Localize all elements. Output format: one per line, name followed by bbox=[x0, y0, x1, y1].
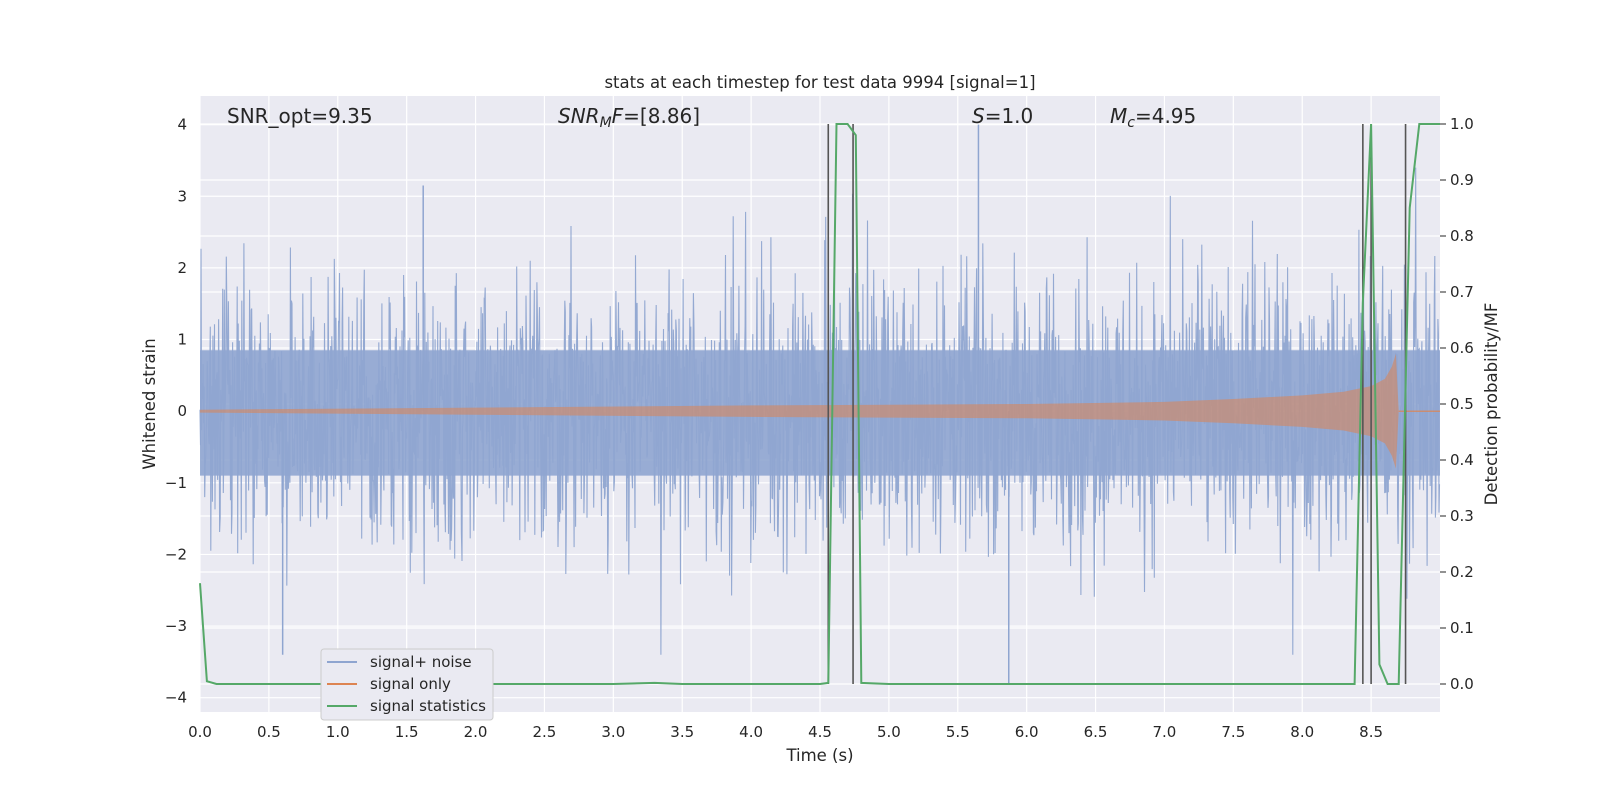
legend-box bbox=[320, 648, 494, 721]
x-tick-label: 2.0 bbox=[464, 723, 488, 741]
y2-tick-label: 0.0 bbox=[1450, 675, 1474, 693]
x-tick-label: 3.0 bbox=[601, 723, 625, 741]
y-axis-label: Whitened strain bbox=[140, 338, 159, 469]
y-tick-label: 2 bbox=[177, 259, 187, 277]
y-tick-label: −4 bbox=[165, 689, 187, 707]
y-tick-label: 0 bbox=[177, 402, 187, 420]
mc-var: M bbox=[1110, 104, 1127, 128]
x-tick-label: 1.5 bbox=[395, 723, 419, 741]
x-tick-label: 5.5 bbox=[946, 723, 970, 741]
snr-mf-var2: F bbox=[612, 104, 624, 128]
y2-tick-label: 0.3 bbox=[1450, 507, 1474, 525]
y2-tick-label: 0.4 bbox=[1450, 451, 1474, 469]
x-tick-label: 4.5 bbox=[808, 723, 832, 741]
mc-value: =4.95 bbox=[1135, 104, 1196, 128]
annotation-snr-mf: SNRMF=[8.86] bbox=[558, 104, 700, 131]
y2-tick-label: 0.6 bbox=[1450, 339, 1474, 357]
x-tick-label: 4.0 bbox=[739, 723, 763, 741]
y2-tick-label: 1.0 bbox=[1450, 115, 1474, 133]
y-tick-label: 1 bbox=[177, 331, 187, 349]
annotation-s: S=1.0 bbox=[972, 104, 1033, 128]
y2-tick-label: 0.9 bbox=[1450, 171, 1474, 189]
chart-title: stats at each timestep for test data 999… bbox=[604, 73, 1035, 92]
y-tick-label: 4 bbox=[177, 116, 187, 134]
y-tick-label: 3 bbox=[177, 187, 187, 205]
ticks: 0.0 0.5 1.0 1.5 2.0 2.5 3.0 3.5 4.0 4.5 5.0 5.5 6.0 6… bbox=[165, 115, 1474, 741]
annotation-mc: Mc=4.95 bbox=[1110, 104, 1196, 131]
s-value: =1.0 bbox=[985, 104, 1034, 128]
x-tick-label: 1.0 bbox=[326, 723, 350, 741]
x-tick-label: 0.0 bbox=[188, 723, 212, 741]
mc-sub: c bbox=[1127, 115, 1135, 131]
y2-tick-label: 0.5 bbox=[1450, 395, 1474, 413]
annotation-snr-opt: SNR_opt=9.35 bbox=[227, 104, 373, 128]
x-tick-label: 0.5 bbox=[257, 723, 281, 741]
legend-label-noise: signal+ noise bbox=[370, 653, 472, 671]
s-var: S bbox=[972, 104, 985, 128]
x-tick-label: 3.5 bbox=[670, 723, 694, 741]
x-tick-label: 8.0 bbox=[1290, 723, 1314, 741]
x-tick-label: 5.0 bbox=[877, 723, 901, 741]
snr-mf-value: =[8.86] bbox=[623, 104, 700, 128]
x-tick-label: 6.5 bbox=[1084, 723, 1108, 741]
legend-label-signal: signal only bbox=[370, 675, 451, 693]
y2-tick-label: 0.2 bbox=[1450, 563, 1474, 581]
y2-axis-label: Detection probability/MF bbox=[1482, 303, 1501, 506]
y2-tick-label: 0.7 bbox=[1450, 283, 1474, 301]
signal-envelope bbox=[200, 353, 1399, 469]
y-tick-label: −1 bbox=[165, 474, 187, 492]
x-tick-label: 7.0 bbox=[1153, 723, 1177, 741]
y-tick-label: −2 bbox=[165, 545, 187, 563]
snr-mf-sub: M bbox=[600, 115, 612, 131]
y2-tick-label: 0.8 bbox=[1450, 227, 1474, 245]
snr-mf-var: SNR bbox=[558, 104, 600, 128]
x-axis-label: Time (s) bbox=[785, 746, 853, 765]
x-tick-label: 7.5 bbox=[1221, 723, 1245, 741]
x-tick-label: 2.5 bbox=[533, 723, 557, 741]
x-tick-label: 6.0 bbox=[1015, 723, 1039, 741]
y-tick-label: −3 bbox=[165, 617, 187, 635]
legend-label-stats: signal statistics bbox=[370, 697, 486, 715]
y2-tick-label: 0.1 bbox=[1450, 619, 1474, 637]
x-tick-label: 8.5 bbox=[1359, 723, 1383, 741]
legend: signal+ noise signal only signal statist… bbox=[320, 648, 494, 721]
